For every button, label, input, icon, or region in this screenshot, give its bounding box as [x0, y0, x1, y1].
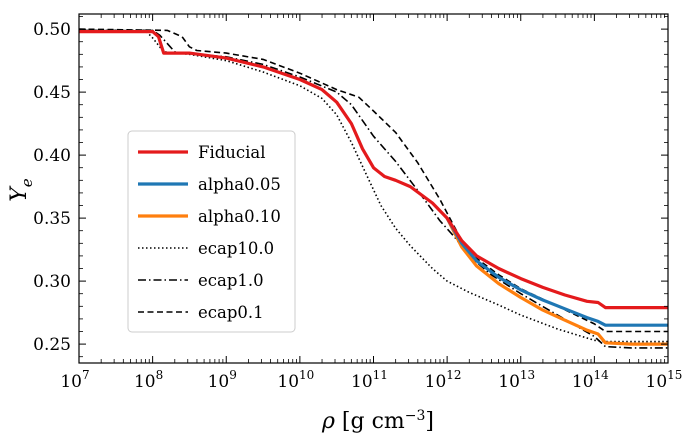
legend-label: ecap0.1: [198, 303, 264, 322]
x-tick-label: 107: [60, 368, 89, 392]
y-tick-label: 0.25: [33, 335, 71, 355]
series-line-alpha0-05: [445, 217, 668, 327]
y-tick-label: 0.40: [33, 146, 71, 166]
legend-label: ecap10.0: [198, 239, 274, 258]
x-tick-label: 1010: [277, 368, 314, 392]
y-tick-label: 0.35: [33, 209, 71, 229]
legend-box: [127, 130, 296, 333]
y-tick-label: 0.30: [33, 272, 71, 292]
tick-layer: [78, 14, 669, 363]
y-tick-label: 0.50: [33, 20, 71, 40]
legend-label: Fiducial: [198, 143, 266, 162]
series-line-alpha0-10: [445, 217, 668, 346]
legend-label: alpha0.10: [198, 207, 281, 226]
x-tick-label: 1013: [498, 368, 535, 392]
x-tick-label: 1015: [646, 368, 683, 392]
x-tick-label: 108: [134, 368, 163, 392]
tick-label-layer: 107 108 109 1010 1011 1012 1013 1014 1015 0.25 0.3…: [33, 20, 682, 392]
series-layer: [78, 28, 668, 349]
y-tick-label: 0.45: [33, 83, 71, 103]
x-tick-label: 1012: [425, 368, 462, 392]
x-tick-label: 1014: [572, 368, 609, 392]
x-tick-label: 109: [208, 368, 237, 392]
x-axis-label: ρ [g cm−3]: [321, 408, 434, 434]
legend-label: alpha0.05: [198, 175, 281, 194]
series-line-fiducial: [79, 30, 668, 310]
y-axis-label: Ye: [7, 178, 36, 202]
legend: Fiducial alpha0.05 alpha0.10 ecap10.0 ecap1.…: [127, 130, 296, 333]
legend-label: ecap1.0: [198, 271, 264, 290]
x-tick-label: 1011: [351, 368, 388, 392]
